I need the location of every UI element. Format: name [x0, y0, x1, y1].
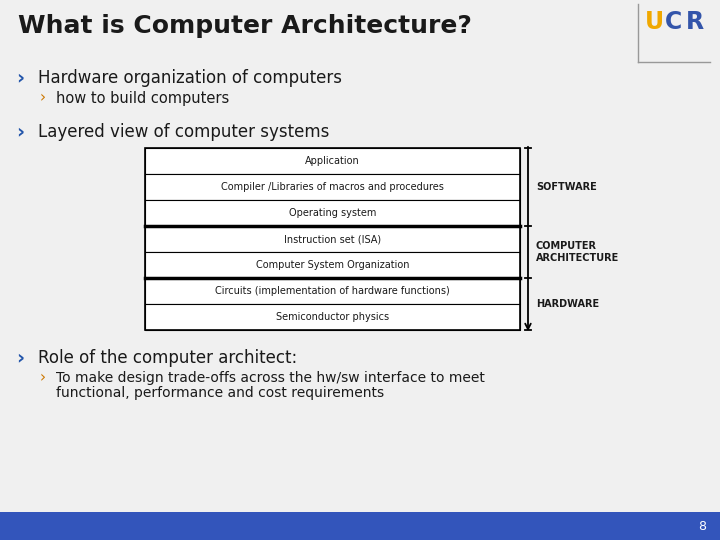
Text: functional, performance and cost requirements: functional, performance and cost require…: [56, 386, 384, 400]
Bar: [0, 512, 720, 540]
Text: ›: ›: [16, 348, 24, 367]
Text: ›: ›: [40, 370, 46, 385]
Text: C: C: [665, 10, 683, 34]
Text: SOFTWARE: SOFTWARE: [536, 182, 597, 192]
Text: To make design trade-offs across the hw/sw interface to meet: To make design trade-offs across the hw/…: [56, 371, 485, 385]
Bar: [145, 278, 520, 304]
Text: HARDWARE: HARDWARE: [536, 299, 599, 309]
Bar: [145, 148, 520, 330]
Text: how to build computers: how to build computers: [56, 91, 229, 106]
Text: COMPUTER
ARCHITECTURE: COMPUTER ARCHITECTURE: [536, 241, 619, 263]
Text: Layered view of computer systems: Layered view of computer systems: [38, 123, 329, 141]
Text: Circuits (implementation of hardware functions): Circuits (implementation of hardware fun…: [215, 286, 450, 296]
Text: Instruction set (ISA): Instruction set (ISA): [284, 234, 381, 244]
Text: Semiconductor physics: Semiconductor physics: [276, 312, 389, 322]
Text: Compiler /Libraries of macros and procedures: Compiler /Libraries of macros and proced…: [221, 182, 444, 192]
Text: ›: ›: [16, 68, 24, 87]
Text: Role of the computer architect:: Role of the computer architect:: [38, 349, 297, 367]
Bar: [145, 252, 520, 278]
Text: What is Computer Architecture?: What is Computer Architecture?: [18, 14, 472, 38]
Text: 8: 8: [698, 519, 706, 532]
Text: R: R: [686, 10, 704, 34]
Text: Application: Application: [305, 156, 360, 166]
Text: ›: ›: [16, 122, 24, 141]
Bar: [145, 304, 520, 330]
Text: Hardware organization of computers: Hardware organization of computers: [38, 69, 342, 87]
Bar: [145, 174, 520, 200]
Bar: [145, 226, 520, 252]
Text: U: U: [645, 10, 664, 34]
Bar: [145, 148, 520, 174]
Bar: [145, 200, 520, 226]
Text: ›: ›: [40, 90, 46, 105]
Text: Computer System Organization: Computer System Organization: [256, 260, 409, 270]
Text: Operating system: Operating system: [289, 208, 376, 218]
